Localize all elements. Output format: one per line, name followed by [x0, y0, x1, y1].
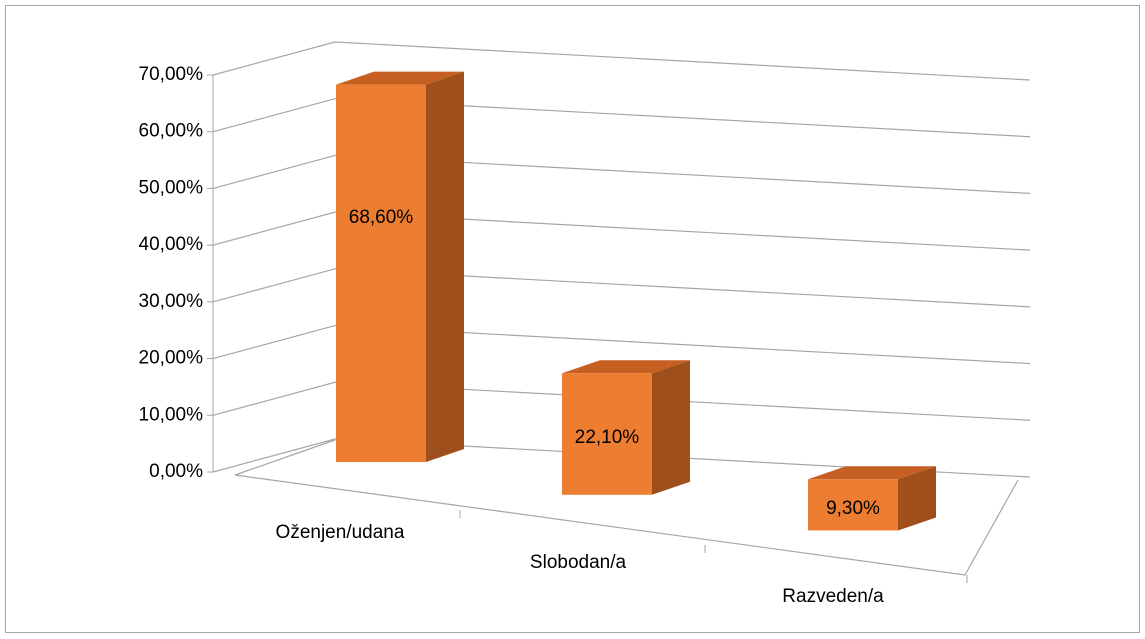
y-tick-label: 10,00%	[139, 404, 204, 425]
grid-line	[212, 98, 1031, 138]
y-tick-label: 30,00%	[139, 291, 204, 312]
grid-line	[212, 438, 1031, 478]
grid-line	[212, 381, 1031, 421]
floor-edge	[234, 439, 1019, 576]
bar-top	[336, 71, 464, 85]
bar-top	[808, 466, 936, 480]
grid-line	[212, 154, 1031, 195]
data-label: 68,60%	[349, 207, 414, 228]
bar-side	[652, 360, 690, 495]
bar-front	[808, 479, 898, 531]
data-label: 9,30%	[826, 498, 880, 519]
bar-front	[336, 84, 426, 462]
y-tick-label: 70,00%	[139, 64, 204, 85]
grid-line	[212, 324, 1031, 365]
x-tick-label: Oženjen/udana	[276, 522, 405, 543]
bar-side	[898, 466, 936, 531]
y-tick-label: 60,00%	[139, 121, 204, 142]
grid-line	[212, 211, 1031, 251]
bar	[336, 71, 464, 462]
chart-border	[5, 5, 1140, 633]
x-tick-label: Razveden/a	[782, 586, 884, 607]
y-tick-label: 40,00%	[139, 234, 204, 255]
bar	[808, 466, 936, 531]
bar	[562, 360, 690, 495]
grid-line	[212, 41, 1031, 81]
y-tick-label: 20,00%	[139, 348, 204, 369]
y-tick-label: 50,00%	[139, 177, 204, 198]
data-label: 22,10%	[575, 427, 640, 448]
bar-front	[562, 373, 652, 495]
grid-line	[212, 268, 1031, 308]
y-tick-label: 0,00%	[149, 461, 203, 482]
bar-top	[562, 360, 690, 374]
x-tick-label: Slobodan/a	[530, 552, 627, 573]
bar-side	[426, 71, 464, 462]
